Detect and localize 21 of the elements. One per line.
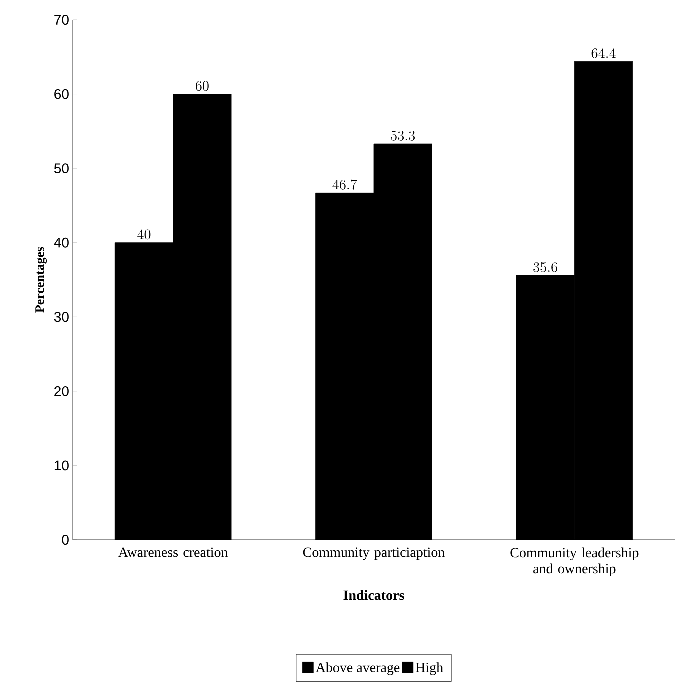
x-tick-label: Awareness creation bbox=[118, 548, 228, 558]
y-tick-label: 60 bbox=[54, 89, 69, 100]
data-label: 53.3 bbox=[391, 130, 416, 141]
data-label: 60 bbox=[196, 81, 209, 92]
y-axis-title: Percentages bbox=[36, 247, 48, 313]
legend-label: Above average bbox=[316, 662, 400, 676]
x-tick-label: Community particiaption bbox=[303, 548, 445, 560]
legend-label: High bbox=[416, 662, 444, 676]
y-tick-label: 10 bbox=[54, 460, 69, 471]
data-label: 40 bbox=[138, 230, 151, 240]
x-axis-title: Indicators bbox=[344, 590, 404, 600]
y-tick-label: 50 bbox=[54, 164, 69, 174]
x-tick-label: Community leadership and ownership bbox=[510, 548, 639, 576]
y-tick-label: 70 bbox=[54, 15, 69, 25]
y-tick-label: 0 bbox=[62, 535, 69, 545]
y-tick-label: 20 bbox=[54, 386, 69, 396]
data-label: 64.4 bbox=[592, 48, 616, 58]
y-tick-label: 30 bbox=[54, 312, 69, 322]
data-label: 35.6 bbox=[534, 262, 558, 272]
y-tick-label: 40 bbox=[54, 238, 69, 248]
data-label: 46.7 bbox=[332, 180, 358, 190]
